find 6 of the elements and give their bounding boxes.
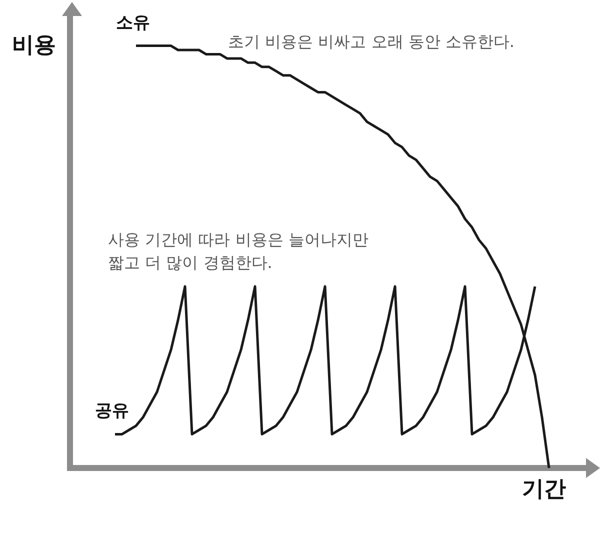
y-axis-title: 비용 bbox=[12, 32, 56, 60]
annotation: 사용 기간에 따라 비용은 늘어나지만 짧고 더 많이 경험한다. bbox=[108, 229, 368, 274]
x-axis-title: 기간 bbox=[522, 476, 566, 504]
annotation: 초기 비용은 비싸고 오래 동안 소유한다. bbox=[228, 31, 515, 53]
series-label: 소유 bbox=[116, 12, 150, 33]
series-label: 공유 bbox=[95, 401, 129, 422]
